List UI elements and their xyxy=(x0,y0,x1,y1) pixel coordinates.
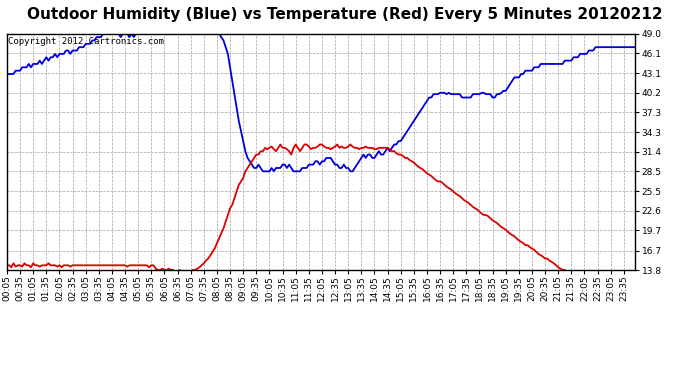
Text: Copyright 2012 Cartronics.com: Copyright 2012 Cartronics.com xyxy=(8,37,164,46)
Text: Outdoor Humidity (Blue) vs Temperature (Red) Every 5 Minutes 20120212: Outdoor Humidity (Blue) vs Temperature (… xyxy=(27,8,663,22)
